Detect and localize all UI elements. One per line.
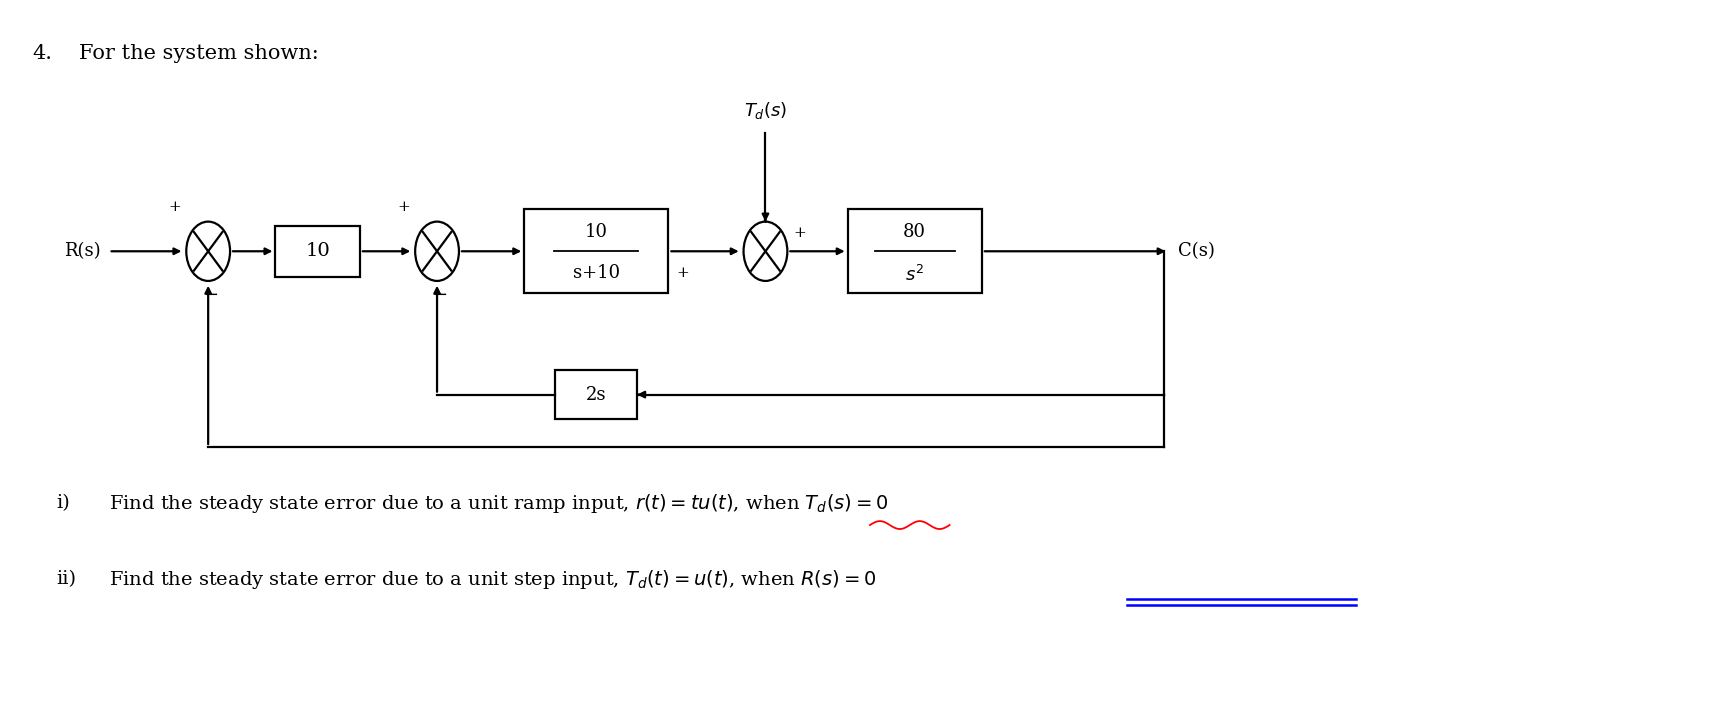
Bar (275, 225, 360, 277)
Text: R(s): R(s) (63, 242, 101, 260)
Text: 2s: 2s (587, 386, 606, 404)
Bar (556, 370, 637, 419)
Text: 4.: 4. (33, 44, 51, 63)
Text: $s^2$: $s^2$ (906, 265, 925, 285)
Text: +: + (168, 199, 182, 214)
Text: Find the steady state error due to a unit ramp input, $r(t) = tu(t)$, when $T_d(: Find the steady state error due to a uni… (108, 492, 887, 515)
Text: ii): ii) (57, 570, 76, 588)
Text: Find the steady state error due to a unit step input, $T_d(t) = u(t)$, when $R(s: Find the steady state error due to a uni… (108, 568, 875, 591)
Text: +: + (398, 199, 410, 214)
Text: −: − (432, 286, 448, 304)
Text: i): i) (57, 495, 70, 513)
Text: For the system shown:: For the system shown: (79, 44, 319, 63)
Text: 10: 10 (305, 242, 329, 260)
Text: 80: 80 (903, 222, 927, 240)
Bar (848, 210, 982, 293)
Bar (523, 210, 669, 293)
Text: $T_d(s)$: $T_d(s)$ (743, 100, 788, 121)
Text: 10: 10 (585, 222, 607, 240)
Text: −: − (204, 286, 218, 304)
Text: C(s): C(s) (1179, 242, 1215, 260)
Text: s+10: s+10 (573, 264, 619, 282)
Text: +: + (676, 266, 690, 280)
Text: +: + (793, 227, 807, 240)
